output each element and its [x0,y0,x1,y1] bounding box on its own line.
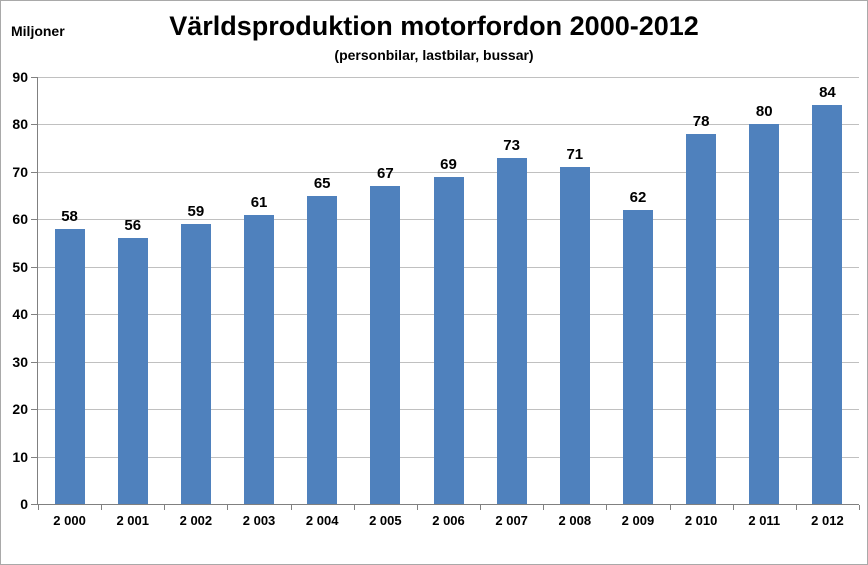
y-axis-tick [31,361,37,363]
chart-title: Världsproduktion motorfordon 2000-2012 [169,11,699,41]
x-axis-tick-label: 2 010 [684,513,718,528]
x-axis-tick [227,505,229,510]
x-axis-tick [732,505,734,510]
x-axis-tick-label: 2 001 [116,513,149,528]
y-axis-tick-label: 50 [12,258,28,275]
bar [54,228,85,504]
x-axis-tick-label: 2 011 [748,513,781,528]
y-axis-line [37,77,38,504]
y-axis-tick [31,314,37,316]
y-axis-tick-label: 0 [20,496,28,512]
y-axis-tick-label: 40 [12,306,28,323]
x-axis-tick [480,505,482,510]
y-axis-unit-label: Miljoner [11,23,65,39]
gridline [38,124,859,126]
bar-value-label: 80 [755,103,773,121]
bar-value-label: 58 [61,207,78,225]
y-axis-tick-label: 80 [12,116,28,133]
bar-value-label: 59 [187,203,205,221]
x-axis-tick [290,505,292,510]
x-axis-tick [38,505,39,510]
y-axis-tick [31,219,37,221]
bar-value-label: 67 [377,165,394,183]
bar [686,133,717,504]
y-axis-tick [31,504,37,505]
x-axis-line [37,504,859,505]
bar-value-label: 65 [313,174,331,192]
bar [812,105,843,504]
bar [749,124,780,504]
x-axis-tick-label: 2 002 [179,513,213,528]
bar [622,209,653,504]
bar-value-label: 62 [629,188,647,206]
y-axis-tick-label: 70 [12,163,28,180]
bar-value-label: 78 [692,112,710,130]
x-axis-tick [101,505,103,510]
bar [559,167,590,504]
x-axis-tick [164,505,166,510]
bar [117,238,148,504]
bar-value-label: 71 [566,146,584,164]
y-axis-tick [31,456,37,458]
bar [244,214,275,504]
y-axis-tick-label: 60 [12,211,28,228]
bar-value-label: 84 [819,84,836,102]
x-axis-tick [543,505,545,510]
bar [433,176,464,504]
y-axis-tick-label: 10 [12,448,28,465]
bar [180,224,211,504]
x-axis-tick [353,505,355,510]
x-axis-tick-label: 2 009 [621,513,655,528]
y-axis-tick [31,266,37,268]
bar-value-label: 56 [124,217,142,235]
x-axis-tick-label: 2 012 [811,513,844,528]
x-axis-tick-label: 2 006 [432,513,465,528]
gridline [38,77,859,78]
bar-value-label: 61 [250,193,268,211]
x-axis-tick [606,505,608,510]
y-axis-tick-label: 20 [12,401,28,418]
x-axis-tick [416,505,418,510]
x-axis-tick-label: 2 007 [495,513,528,528]
chart-subtitle: (personbilar, lastbilar, bussar) [334,47,534,63]
x-axis-tick [795,505,797,510]
plot-area: 0 10 20 30 40 50 60 70 80 90 58 2 000 56 2 001 59 2 002… [12,70,860,528]
x-axis-tick [669,505,671,510]
x-axis-tick-label: 2 003 [242,513,276,528]
x-axis-tick-label: 2 005 [369,513,402,528]
x-axis-tick-label: 2 008 [558,513,592,528]
bar-value-label: 73 [503,136,520,154]
bar [307,195,338,504]
y-axis-tick [31,409,37,411]
y-axis-tick-label: 90 [12,69,28,85]
y-axis-tick [31,171,37,173]
x-axis-tick [859,505,860,510]
bar [496,157,527,504]
y-axis-tick [31,124,37,126]
x-axis-tick-label: 2 004 [305,513,339,528]
y-axis-tick-label: 30 [12,353,28,370]
y-axis-tick [31,77,37,78]
x-axis-tick-label: 2 000 [53,513,86,528]
bar-value-label: 69 [440,155,457,173]
bar [370,186,401,504]
gridline [38,171,859,173]
